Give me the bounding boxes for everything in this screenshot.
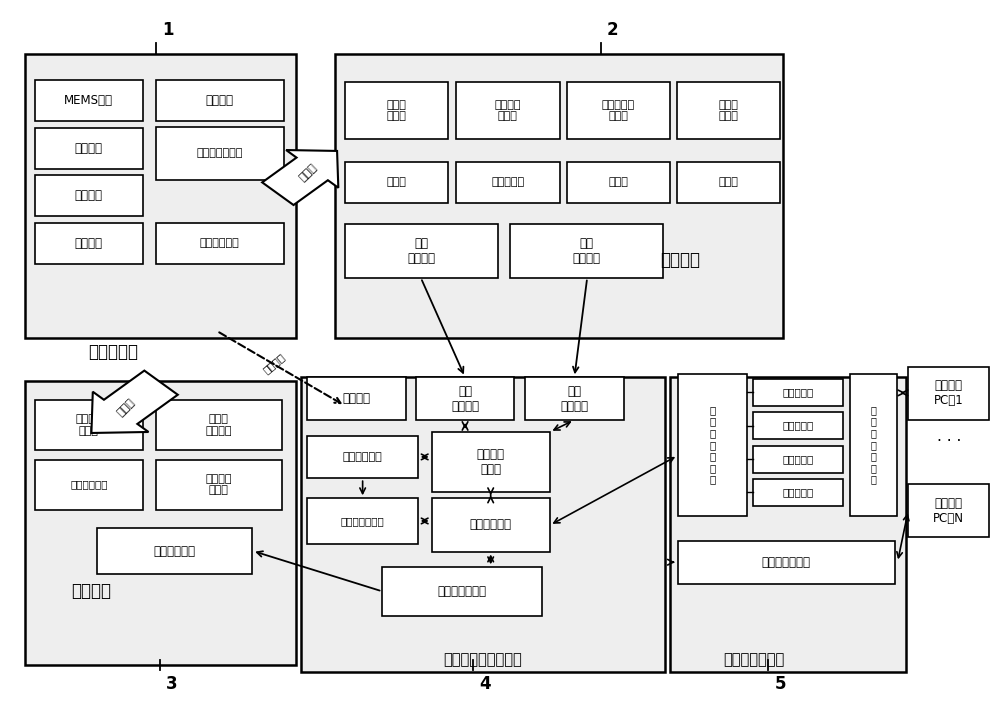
Text: 舵机
控制接口: 舵机 控制接口 [407, 237, 435, 265]
Text: 学员实验
PC机1: 学员实验 PC机1 [934, 379, 964, 407]
FancyBboxPatch shape [35, 80, 143, 121]
Text: 2: 2 [607, 20, 619, 38]
FancyBboxPatch shape [432, 432, 550, 492]
Text: 实验接口二: 实验接口二 [782, 420, 814, 431]
Text: 弹载控制器
模装件: 弹载控制器 模装件 [602, 99, 635, 121]
Text: 舵机
控制接口: 舵机 控制接口 [451, 385, 479, 412]
Text: 单用户实验接口: 单用户实验接口 [762, 555, 811, 568]
FancyBboxPatch shape [307, 498, 418, 544]
FancyBboxPatch shape [908, 484, 989, 537]
FancyBboxPatch shape [678, 374, 747, 516]
FancyBboxPatch shape [908, 367, 989, 420]
FancyBboxPatch shape [753, 412, 843, 439]
Text: 滚转通
道模拟轴: 滚转通 道模拟轴 [206, 414, 232, 436]
Text: 弹载控制器: 弹载控制器 [88, 343, 138, 361]
Text: 舵机控制: 舵机控制 [75, 189, 103, 203]
FancyBboxPatch shape [510, 224, 663, 277]
Text: 1: 1 [162, 20, 173, 38]
Text: 多
用
户
实
验
接
口: 多 用 户 实 验 接 口 [871, 405, 877, 485]
Text: 无线通讯: 无线通讯 [261, 351, 287, 375]
FancyBboxPatch shape [677, 162, 780, 203]
FancyBboxPatch shape [35, 223, 143, 264]
Text: 俯仰通道
模拟轴: 俯仰通道 模拟轴 [76, 414, 102, 436]
Text: 时序信号灯: 时序信号灯 [491, 177, 524, 187]
Text: 舵偏
采集接口: 舵偏 采集接口 [560, 385, 588, 412]
Text: 发动机
模装件: 发动机 模装件 [719, 99, 738, 121]
FancyBboxPatch shape [156, 127, 284, 180]
Text: 视频装置: 视频装置 [206, 94, 234, 107]
FancyBboxPatch shape [345, 162, 448, 203]
FancyBboxPatch shape [335, 54, 783, 338]
FancyBboxPatch shape [35, 175, 143, 216]
Text: 实验接口四: 实验接口四 [782, 487, 814, 497]
Text: 3: 3 [166, 674, 177, 693]
Text: 偏航通道
模拟轴: 偏航通道 模拟轴 [206, 474, 232, 495]
Text: 电动转台: 电动转台 [71, 582, 111, 600]
Text: 无线通讯芯片: 无线通讯芯片 [343, 452, 383, 462]
FancyBboxPatch shape [677, 82, 780, 139]
Text: 5: 5 [774, 674, 786, 693]
FancyBboxPatch shape [753, 479, 843, 506]
Text: 转台控制接口: 转台控制接口 [153, 544, 195, 558]
Text: 舵偏
采集接口: 舵偏 采集接口 [573, 237, 601, 265]
Text: 可编程逻辑控制: 可编程逻辑控制 [341, 516, 385, 526]
FancyBboxPatch shape [382, 567, 542, 616]
Text: 实验接口一: 实验接口一 [782, 387, 814, 397]
FancyBboxPatch shape [35, 400, 143, 450]
Text: 偏航舵: 偏航舵 [387, 177, 407, 187]
Text: 导引头
模装件: 导引头 模装件 [387, 99, 407, 121]
Polygon shape [91, 370, 178, 433]
FancyBboxPatch shape [456, 162, 560, 203]
FancyBboxPatch shape [156, 80, 284, 121]
FancyBboxPatch shape [416, 378, 514, 420]
FancyBboxPatch shape [307, 378, 406, 420]
FancyBboxPatch shape [156, 460, 282, 510]
FancyBboxPatch shape [97, 528, 252, 574]
Text: 俯仰舵: 俯仰舵 [719, 177, 738, 187]
FancyBboxPatch shape [525, 378, 624, 420]
Text: 负载安装平面: 负载安装平面 [70, 480, 108, 489]
Text: 视频接收: 视频接收 [343, 392, 371, 405]
FancyBboxPatch shape [345, 82, 448, 139]
FancyBboxPatch shape [670, 378, 906, 672]
Text: 电动转台控制器: 电动转台控制器 [438, 585, 487, 598]
Text: 常规弹头
模装件: 常规弹头 模装件 [495, 99, 521, 121]
Text: 4: 4 [479, 674, 490, 693]
Text: 实时采集
控制器: 实时采集 控制器 [477, 448, 505, 476]
Polygon shape [262, 150, 338, 205]
FancyBboxPatch shape [850, 374, 897, 516]
Text: 用户接口子系统: 用户接口子系统 [723, 653, 784, 667]
Text: 弹体结构: 弹体结构 [660, 251, 700, 269]
FancyBboxPatch shape [567, 162, 670, 203]
Text: 同装入: 同装入 [116, 397, 137, 418]
FancyBboxPatch shape [753, 446, 843, 473]
FancyBboxPatch shape [567, 82, 670, 139]
FancyBboxPatch shape [301, 378, 665, 672]
Text: MEMS惯组: MEMS惯组 [64, 94, 113, 107]
Text: 学员实验
PC机N: 学员实验 PC机N [933, 497, 964, 525]
Text: 实时任务管理子系统: 实时任务管理子系统 [443, 653, 522, 667]
Text: 实
验
资
源
管
理
器: 实 验 资 源 管 理 器 [709, 405, 715, 485]
Text: 可编程逻辑控制: 可编程逻辑控制 [197, 149, 243, 158]
Text: 舵偏采集: 舵偏采集 [75, 237, 103, 250]
FancyBboxPatch shape [35, 460, 143, 510]
FancyBboxPatch shape [156, 400, 282, 450]
FancyBboxPatch shape [432, 498, 550, 552]
Text: 可装入: 可装入 [298, 162, 319, 183]
Text: 无线通讯芯片: 无线通讯芯片 [200, 238, 240, 248]
FancyBboxPatch shape [345, 224, 498, 277]
Text: 微处理器: 微处理器 [75, 142, 103, 155]
Text: 实验接口二: 实验接口二 [782, 454, 814, 464]
Text: 实时仿真平台: 实时仿真平台 [470, 518, 512, 531]
Text: 滚转舵: 滚转舵 [608, 177, 628, 187]
FancyBboxPatch shape [753, 379, 843, 406]
FancyBboxPatch shape [156, 223, 284, 264]
FancyBboxPatch shape [35, 128, 143, 168]
FancyBboxPatch shape [456, 82, 560, 139]
FancyBboxPatch shape [25, 380, 296, 665]
Text: · · ·: · · · [937, 433, 961, 449]
FancyBboxPatch shape [307, 436, 418, 478]
FancyBboxPatch shape [25, 54, 296, 338]
FancyBboxPatch shape [678, 541, 895, 584]
